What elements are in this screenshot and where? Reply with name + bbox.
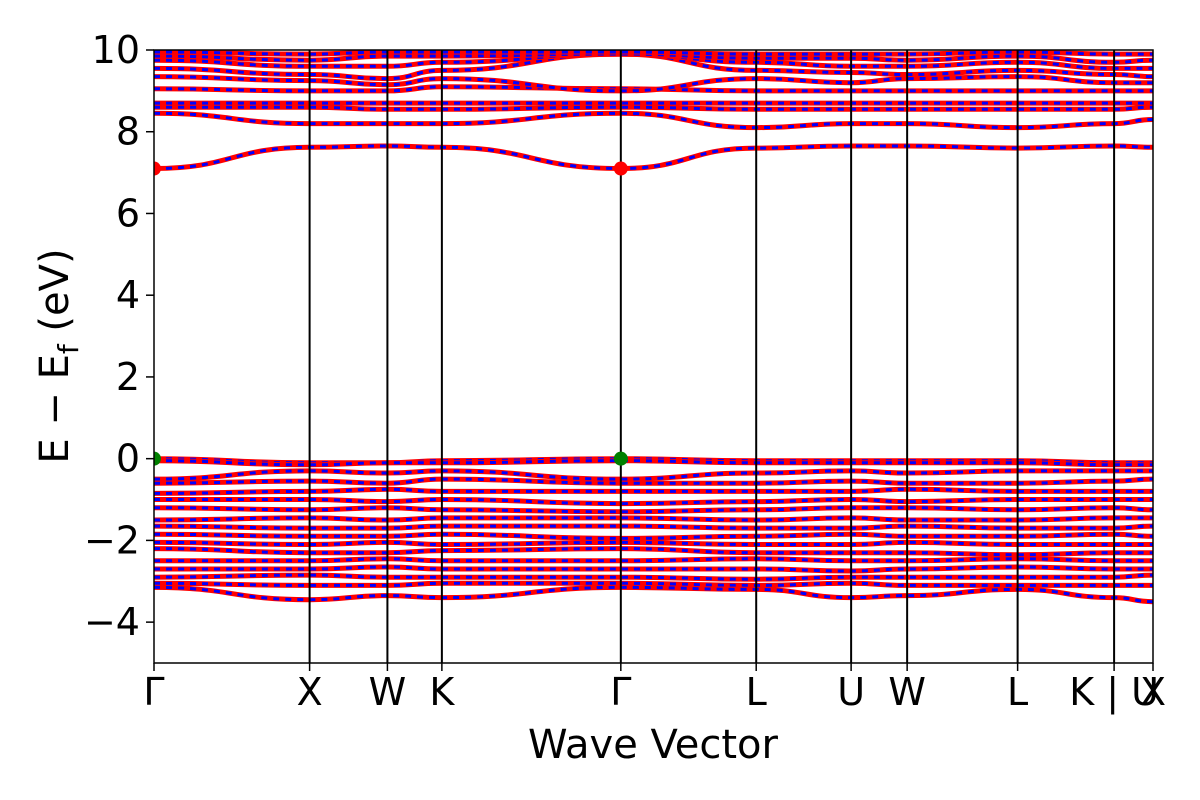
band-line-down (154, 52, 1153, 64)
band-line-down (154, 52, 1153, 70)
band-line-up (154, 50, 1153, 57)
y-tick-label: 6 (116, 191, 140, 235)
band-line-up (154, 546, 1153, 558)
y-tick-label: −2 (84, 518, 140, 562)
band-line-down (154, 585, 1153, 604)
band-line-down (154, 459, 1153, 467)
y-tick-label: 4 (116, 273, 140, 317)
y-axis-label-units: (eV) (32, 248, 78, 344)
band-edge-marker (613, 161, 628, 176)
y-axis-label-main: E − E (32, 354, 78, 464)
x-tick-label: K | U (1069, 670, 1159, 715)
plot-frame (153, 49, 1154, 664)
band-line-up (154, 539, 1153, 548)
band-line-down (154, 540, 1153, 547)
y-tick-label: 0 (116, 437, 140, 481)
band-edge-marker (154, 451, 161, 466)
band-line-down (154, 573, 1153, 581)
band-line-up (154, 515, 1153, 523)
band-line-down (154, 532, 1153, 540)
band-line-down (154, 487, 1153, 495)
band-line-up (154, 468, 1153, 482)
band-line-down (154, 52, 1153, 81)
x-axis-label: Wave Vector (528, 722, 779, 768)
band-line-down (154, 497, 1153, 506)
band-edge-marker (613, 451, 628, 466)
band-line-down (154, 477, 1153, 485)
band-line-down (154, 516, 1153, 522)
y-axis-label: E − Ef (eV) (32, 248, 85, 463)
band-line-up (154, 572, 1153, 582)
band-line-down (154, 105, 1153, 111)
x-tick-label: Γ (610, 670, 631, 714)
band-edge-marker (154, 161, 161, 176)
band-line-down (154, 85, 1153, 93)
band-line-down (154, 557, 1153, 563)
band-line-down (154, 111, 1153, 130)
band-line-up (154, 110, 1153, 131)
band-line-down (154, 524, 1153, 530)
band-line-up (154, 580, 1153, 588)
band-line-up (154, 564, 1153, 574)
band-line-up (154, 496, 1153, 507)
y-tick-label: 2 (116, 355, 140, 399)
y-tick-label: 10 (92, 28, 140, 72)
band-line-down (154, 581, 1153, 587)
band-lines (154, 50, 1153, 605)
x-tick-label: X (297, 670, 323, 714)
x-tick-label: U (837, 670, 865, 714)
x-tick-label: L (746, 670, 767, 714)
x-tick-label: K (429, 670, 455, 714)
y-tick-label: 8 (116, 110, 140, 154)
band-line-down (154, 547, 1153, 557)
x-tick-label: W (369, 670, 407, 714)
band-line-up (154, 531, 1153, 541)
band-line-up (154, 486, 1153, 496)
x-tick-label: X (1140, 670, 1166, 714)
y-axis-ticks: −4 −2 0 2 4 6 8 10 (84, 28, 154, 644)
x-tick-label: W (888, 670, 926, 714)
band-line-down (154, 506, 1153, 514)
high-symmetry-dividers (308, 50, 1116, 663)
band-line-down (154, 50, 1153, 56)
x-tick-label: L (1007, 670, 1028, 714)
x-tick-label: Γ (143, 670, 164, 714)
band-line-up (154, 556, 1153, 564)
band-line-up (154, 584, 1153, 605)
band-line-up (154, 505, 1153, 515)
y-tick-label: −4 (84, 600, 140, 644)
y-axis-label-subscript: f (52, 343, 85, 354)
band-line-down (154, 565, 1153, 573)
band-edge-markers (154, 161, 628, 466)
band-line-up (154, 104, 1153, 112)
band-line-up (154, 523, 1153, 531)
band-line-down (154, 469, 1153, 481)
band-line-down (154, 75, 1153, 93)
